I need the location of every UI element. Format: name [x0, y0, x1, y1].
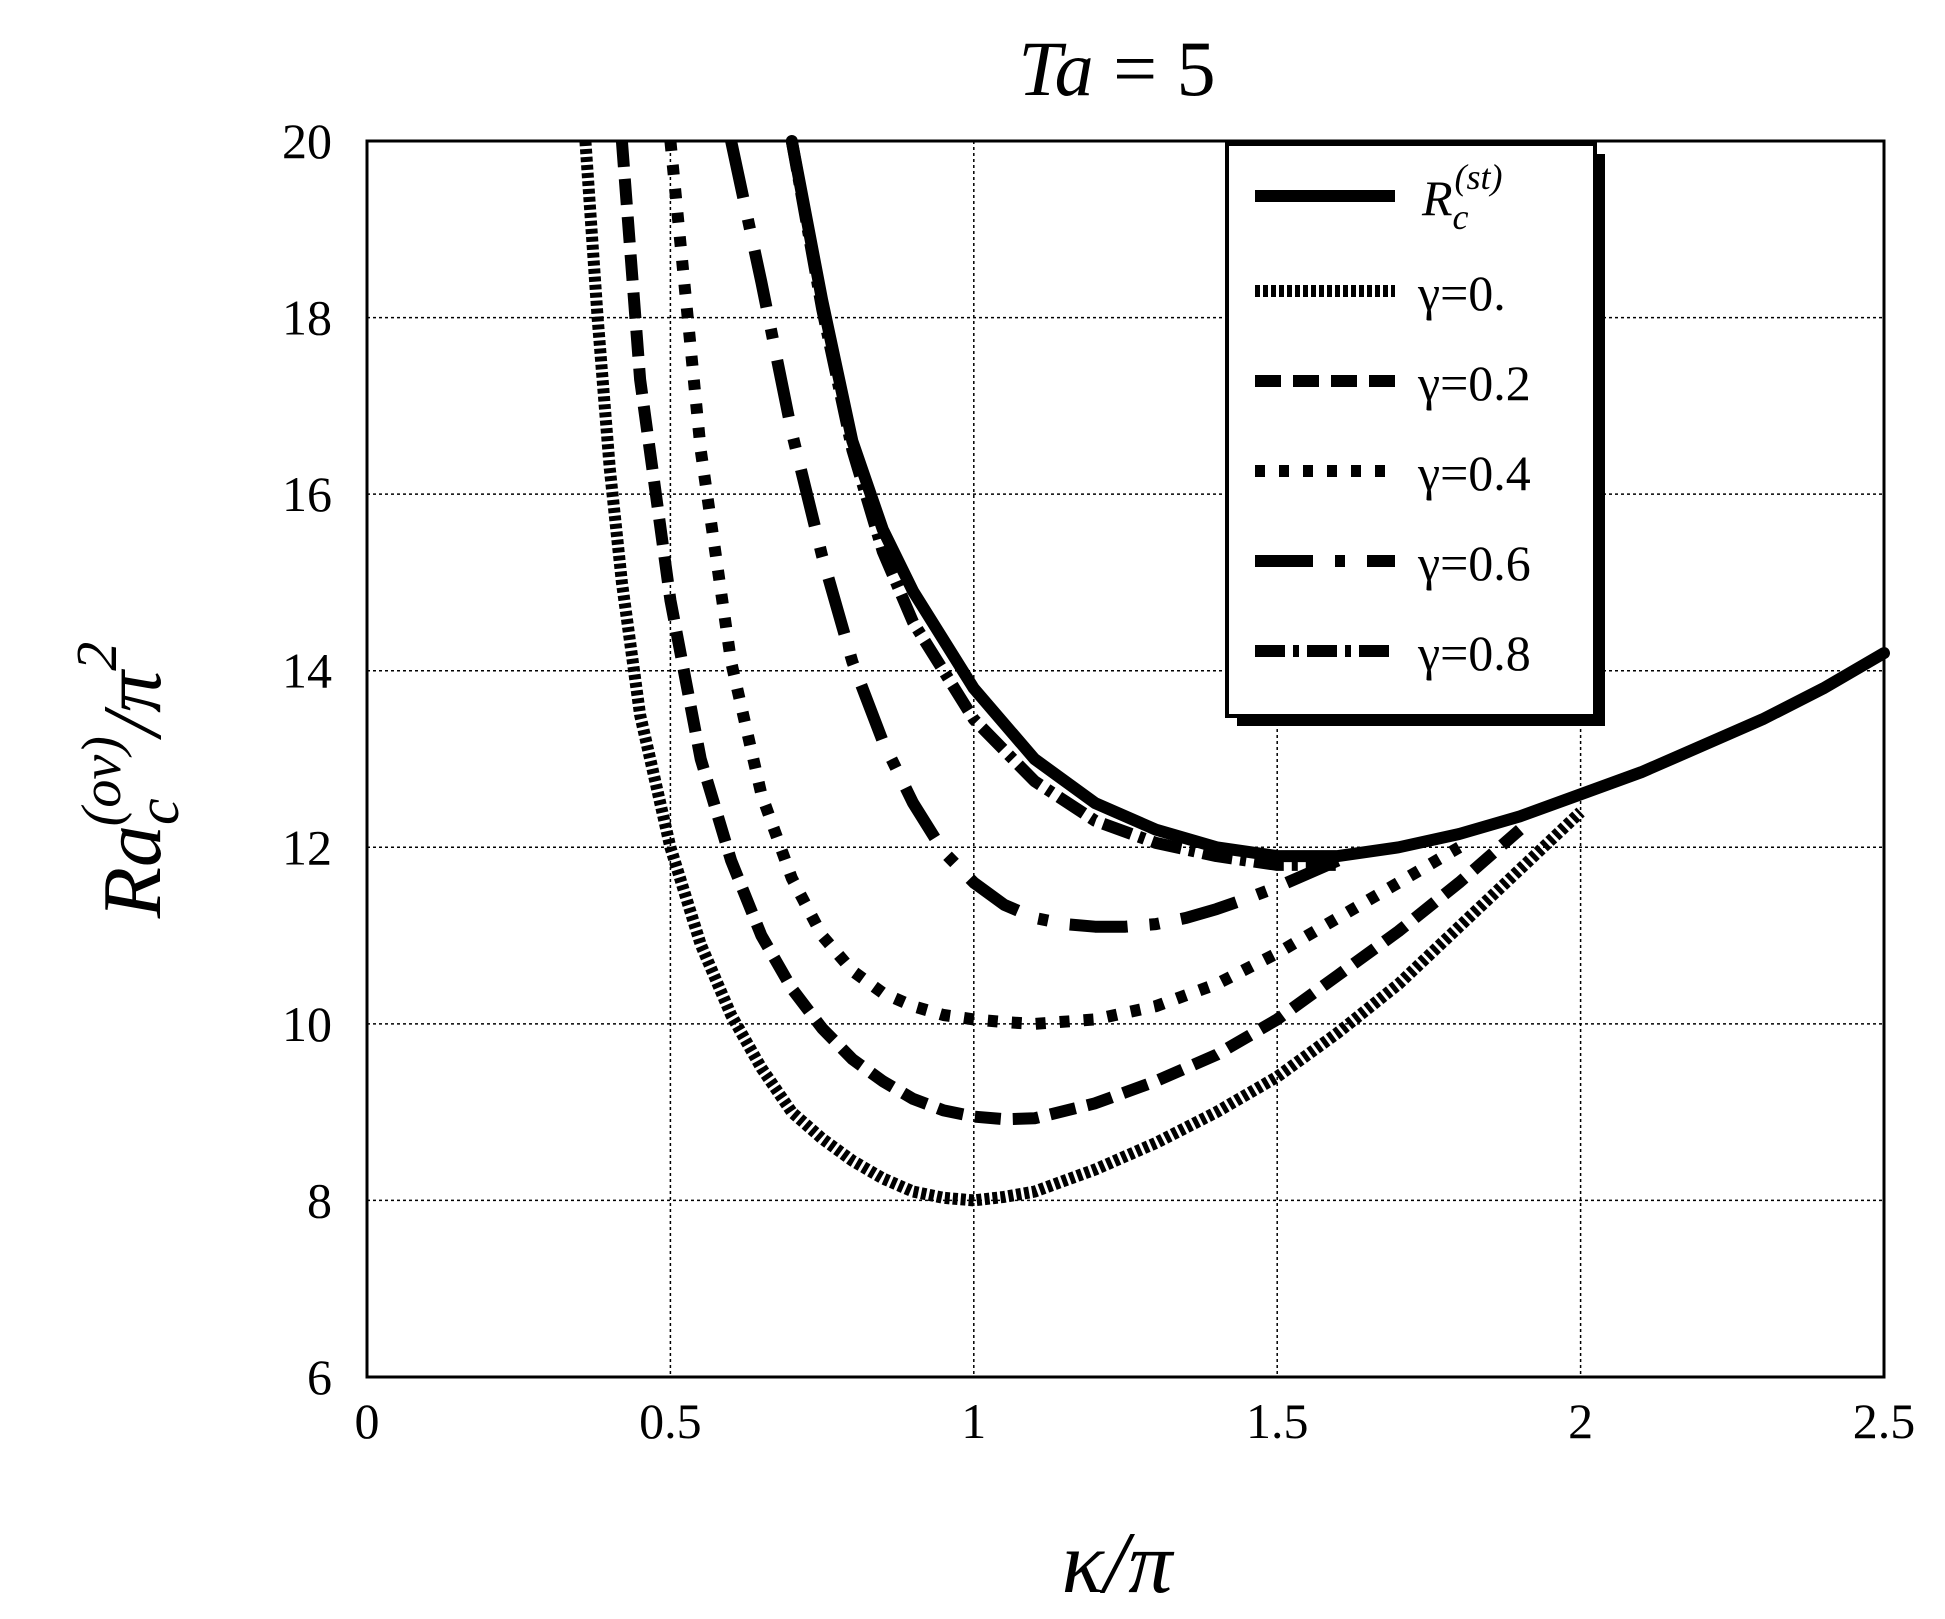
y-axis-label: Rac(ov)/π2 — [64, 642, 191, 920]
x-tick-label: 1.5 — [1246, 1393, 1309, 1449]
y-tick-label: 14 — [282, 643, 332, 699]
x-axis-label: κ/π — [1062, 1515, 1176, 1612]
x-tick-label: 2 — [1568, 1393, 1593, 1449]
legend-label-gamma-0.6: γ=0.6 — [1417, 535, 1531, 591]
y-tick-label: 12 — [282, 819, 332, 875]
legend-samples — [1255, 190, 1395, 657]
legend: Rc(st) γ=0. γ=0.2 γ=0.4 γ=0.6 γ=0.8 — [1225, 142, 1605, 726]
y-tick-label: 18 — [282, 290, 332, 346]
legend-label-gamma-0.8: γ=0.8 — [1417, 625, 1531, 681]
series-line-gamma-0.6 — [725, 139, 1341, 933]
chart-title: Ta = 5 — [1018, 25, 1215, 112]
series-line-gamma-0 — [579, 140, 1585, 1207]
y-tick-label: 10 — [282, 996, 332, 1052]
y-tick-label: 8 — [307, 1172, 332, 1228]
series-line-gamma-0.4 — [664, 140, 1463, 1030]
x-tick-labels: 0 0.5 1 1.5 2 2.5 — [355, 1393, 1916, 1449]
legend-label-gamma-0: γ=0. — [1417, 265, 1506, 321]
series-line-gamma-0.2 — [615, 140, 1524, 1126]
plot-area — [365, 139, 1886, 1379]
y-tick-label: 20 — [282, 113, 332, 169]
y-tick-label: 6 — [307, 1349, 332, 1405]
x-tick-label: 2.5 — [1853, 1393, 1916, 1449]
x-tick-label: 0 — [355, 1393, 380, 1449]
legend-label-rc-st: Rc(st) — [1421, 157, 1503, 237]
x-tick-label: 1 — [961, 1393, 986, 1449]
series-line-gamma-0.8 — [785, 139, 1338, 871]
legend-label-gamma-0.2: γ=0.2 — [1417, 355, 1531, 411]
x-tick-label: 0.5 — [639, 1393, 702, 1449]
legend-box — [1225, 142, 1597, 718]
series-line-rc-st — [785, 135, 1890, 863]
y-tick-label: 16 — [282, 466, 332, 522]
y-tick-labels: 6 8 10 12 14 16 18 20 — [282, 113, 332, 1405]
series-lines — [579, 135, 1890, 1207]
legend-label-gamma-0.4: γ=0.4 — [1417, 445, 1531, 501]
